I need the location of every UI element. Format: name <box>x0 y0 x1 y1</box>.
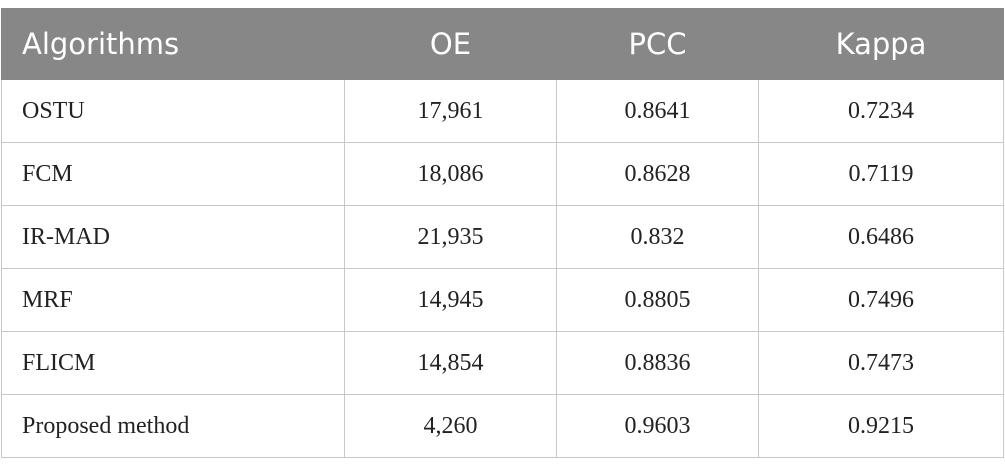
value-cell: 0.7496 <box>758 268 1004 332</box>
value-cell: 0.9215 <box>758 394 1004 458</box>
algorithm-cell: Proposed method <box>1 394 345 458</box>
header-cell: Algorithms <box>1 8 345 80</box>
table-row: MRF 14,945 0.8805 0.7496 <box>1 268 1004 332</box>
table-row: Proposed method 4,260 0.9603 0.9215 <box>1 394 1004 458</box>
value-cell: 21,935 <box>344 205 557 269</box>
algorithm-cell: MRF <box>1 268 345 332</box>
value-cell: 0.832 <box>556 205 759 269</box>
value-cell: 0.7473 <box>758 331 1004 395</box>
algorithm-cell: FCM <box>1 142 345 206</box>
header-cell: OE <box>344 8 557 80</box>
value-cell: 4,260 <box>344 394 557 458</box>
table-row: IR-MAD 21,935 0.832 0.6486 <box>1 205 1004 269</box>
value-cell: 0.6486 <box>758 205 1004 269</box>
value-cell: 0.8836 <box>556 331 759 395</box>
table-row: FCM 18,086 0.8628 0.7119 <box>1 142 1004 206</box>
value-cell: 17,961 <box>344 79 557 143</box>
table-row: FLICM 14,854 0.8836 0.7473 <box>1 331 1004 395</box>
table-body: OSTU 17,961 0.8641 0.7234 FCM 18,086 0.8628 0.7… <box>1 79 1004 458</box>
value-cell: 0.8641 <box>556 79 759 143</box>
value-cell: 18,086 <box>344 142 557 206</box>
algorithm-cell: OSTU <box>1 79 345 143</box>
value-cell: 14,945 <box>344 268 557 332</box>
table-row: OSTU 17,961 0.8641 0.7234 <box>1 79 1004 143</box>
header-cell: Kappa <box>758 8 1004 80</box>
value-cell: 0.7119 <box>758 142 1004 206</box>
header-row: Algorithms OE PCC Kappa <box>1 8 1004 80</box>
value-cell: 0.8628 <box>556 142 759 206</box>
header-cell: PCC <box>556 8 759 80</box>
algorithm-cell: FLICM <box>1 331 345 395</box>
results-table: Algorithms OE PCC Kappa OSTU 17,961 0.8641 0.7… <box>1 8 1004 458</box>
value-cell: 14,854 <box>344 331 557 395</box>
algorithm-cell: IR-MAD <box>1 205 345 269</box>
value-cell: 0.9603 <box>556 394 759 458</box>
value-cell: 0.7234 <box>758 79 1004 143</box>
value-cell: 0.8805 <box>556 268 759 332</box>
